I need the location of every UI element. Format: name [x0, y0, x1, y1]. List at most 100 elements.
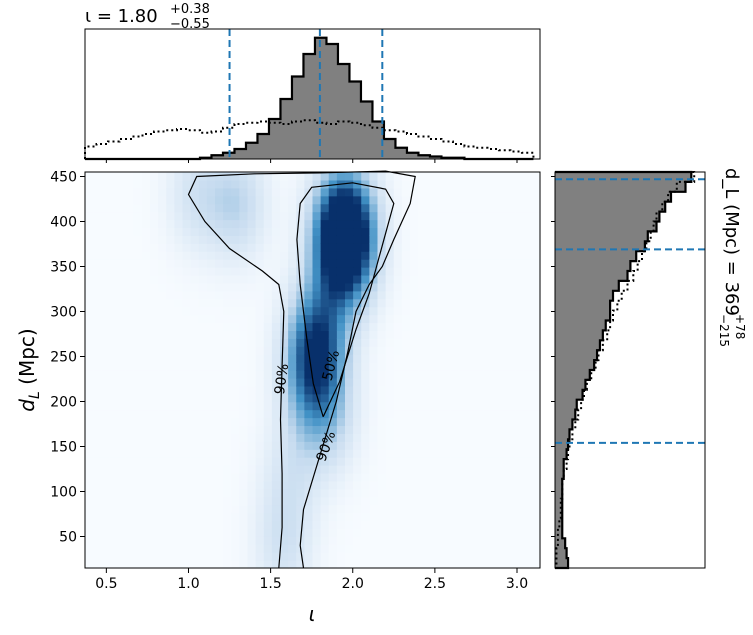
heatmap-cell [182, 282, 192, 292]
heatmap-cell [442, 330, 452, 339]
heatmap-cell [288, 298, 297, 308]
heatmap-cell [507, 472, 517, 482]
heatmap-cell [369, 290, 379, 300]
heatmap-cell [125, 219, 135, 229]
heatmap-cell [206, 274, 216, 284]
heatmap-cell [499, 306, 509, 316]
heatmap-cell [523, 172, 533, 181]
heatmap-cell [247, 354, 257, 363]
heatmap-cell [255, 441, 265, 450]
heatmap-cell [361, 346, 370, 355]
heatmap-cell [255, 227, 265, 236]
heatmap-cell [531, 179, 541, 189]
heatmap-cell [418, 544, 427, 553]
heatmap-cell [190, 504, 200, 514]
heatmap-cell [320, 346, 330, 355]
heatmap-cell [215, 536, 224, 545]
heatmap-cell [369, 195, 379, 205]
heatmap-cell [198, 243, 208, 252]
heatmap-cell [223, 267, 232, 276]
heatmap-cell [215, 195, 224, 205]
heatmap-cell [499, 322, 509, 331]
heatmap-cell [141, 306, 151, 316]
heatmap-cell [410, 552, 419, 561]
heatmap-cell [174, 449, 184, 458]
heatmap-cell [239, 179, 249, 189]
heatmap-cell [353, 401, 362, 411]
heatmap-cell [117, 457, 127, 466]
heatmap-cell [458, 417, 468, 427]
heatmap-cell [499, 480, 509, 490]
heatmap-cell [101, 457, 110, 466]
heatmap-cell [507, 552, 517, 561]
heatmap-cell [280, 259, 289, 268]
heatmap-cell [125, 195, 135, 205]
heatmap-cell [312, 480, 322, 490]
heatmap-cell [133, 488, 143, 498]
heatmap-cell [523, 298, 533, 308]
heatmap-cell [150, 560, 159, 569]
heatmap-cell [125, 433, 135, 442]
heatmap-cell [418, 377, 427, 387]
heatmap-cell [385, 512, 395, 522]
heatmap-cell [483, 457, 492, 466]
heatmap-cell [320, 528, 330, 537]
heatmap-cell [353, 520, 362, 529]
heatmap-cell [401, 488, 411, 498]
heatmap-cell [507, 488, 517, 498]
heatmap-cell [377, 472, 387, 482]
heatmap-cell [239, 354, 249, 363]
heatmap-cell [101, 235, 110, 244]
heatmap-cell [418, 306, 427, 316]
heatmap-cell [166, 528, 175, 537]
heatmap-cell [458, 187, 468, 197]
heatmap-cell [166, 251, 175, 260]
heatmap-cell [458, 172, 468, 181]
heatmap-cell [410, 417, 419, 427]
heatmap-cell [125, 417, 135, 427]
heatmap-cell [182, 322, 192, 331]
heatmap-cell [247, 338, 257, 347]
heatmap-cell [361, 187, 370, 197]
heatmap-cell [174, 528, 184, 537]
heatmap-cell [304, 219, 314, 229]
heatmap-cell [491, 322, 500, 331]
heatmap-cell [458, 393, 468, 403]
heatmap-cell [109, 235, 119, 244]
heatmap-cell [410, 338, 419, 347]
heatmap-cell [393, 449, 403, 458]
heatmap-cell [206, 243, 216, 252]
heatmap-cell [133, 267, 143, 276]
heatmap-cell [198, 179, 208, 189]
heatmap-cell [401, 544, 411, 553]
heatmap-cell [85, 203, 94, 213]
heatmap-cell [101, 354, 110, 363]
y-tick-label: 200 [50, 395, 77, 411]
heatmap-cell [450, 274, 460, 284]
heatmap-cell [215, 314, 224, 324]
heatmap-cell [312, 219, 322, 229]
heatmap-cell [198, 346, 208, 355]
heatmap-cell [223, 544, 232, 553]
heatmap-cell [369, 203, 379, 213]
heatmap-cell [174, 417, 184, 427]
heatmap-cell [182, 457, 192, 466]
heatmap-cell [190, 172, 200, 181]
heatmap-cell [418, 504, 427, 514]
heatmap-cell [531, 251, 541, 260]
heatmap-cell [158, 227, 167, 236]
heatmap-cell [523, 306, 533, 316]
heatmap-cell [393, 552, 403, 561]
heatmap-cell [141, 227, 151, 236]
heatmap-cell [206, 417, 216, 427]
heatmap-cell [410, 298, 419, 308]
heatmap-cell [150, 330, 159, 339]
heatmap-cell [442, 465, 452, 474]
heatmap-cell [150, 433, 159, 442]
heatmap-cell [385, 306, 395, 316]
heatmap-cell [450, 544, 460, 553]
heatmap-cell [85, 227, 94, 236]
heatmap-cell [263, 219, 273, 229]
heatmap-cell [483, 354, 492, 363]
heatmap-cell [353, 536, 362, 545]
